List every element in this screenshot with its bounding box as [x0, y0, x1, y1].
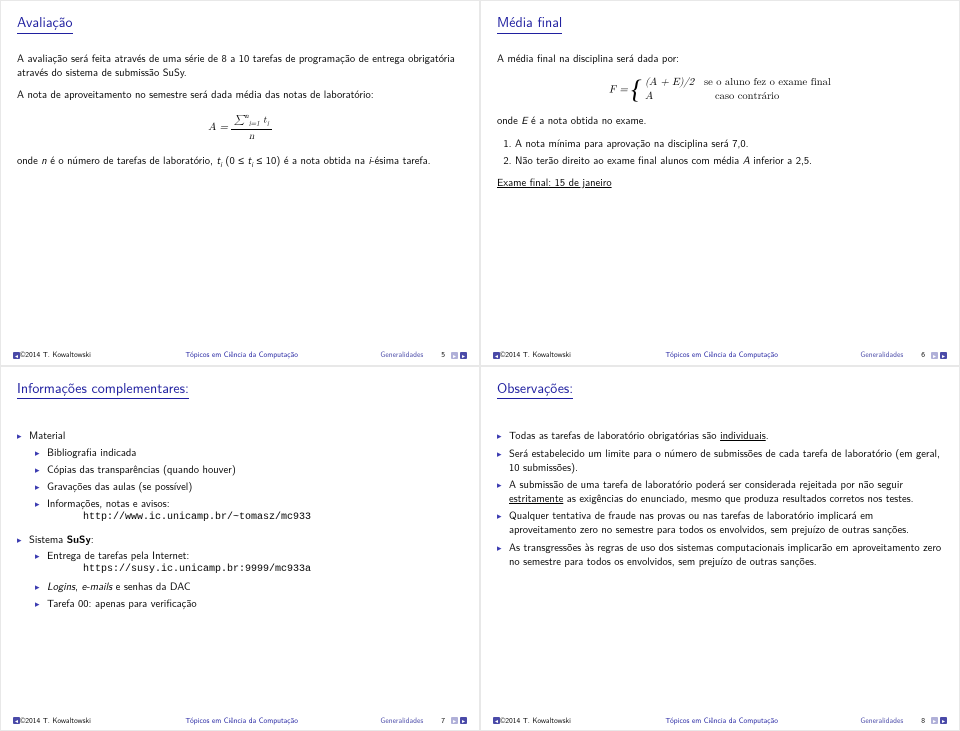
footer-copyright: ©2014 T. Kowaltowski [500, 350, 571, 360]
footer-course: Tópicos em Ciência da Computação [583, 716, 860, 726]
page-number: 5 [441, 350, 445, 360]
footer-course: Tópicos em Ciência da Computação [103, 716, 380, 726]
url-text: http://www.ic.unicamp.br/~tomasz/mc933 [83, 511, 463, 525]
footer-section: Generalidades [860, 716, 903, 726]
footer-copyright: ©2014 T. Kowaltowski [20, 350, 91, 360]
list-item: Entrega de tarefas pela Internet: https:… [35, 549, 463, 577]
list-item: Gravações das aulas (se possível) [35, 480, 463, 494]
formula-F: F = { (A + E)/2se o aluno fez o exame fi… [497, 76, 943, 104]
slide-informacoes: Informações complementares: Material Bib… [0, 366, 480, 731]
page-number: 7 [441, 716, 445, 726]
url-text: https://susy.ic.unicamp.br:9999/mc933a [83, 563, 463, 577]
slide-title: Observações: [497, 379, 573, 400]
para: A avaliação será feita através de uma sé… [17, 52, 463, 80]
footer-copyright: ©2014 T. Kowaltowski [500, 716, 571, 726]
exam-date: Exame final: 15 de janeiro [497, 176, 943, 190]
list-item: Sistema SuSy: Entrega de tarefas pela In… [17, 533, 463, 611]
bullet-list: Material Bibliografia indicada Cópias da… [17, 429, 463, 611]
list-item: Bibliografia indicada [35, 446, 463, 460]
slide-footer: ◂ ©2014 T. Kowaltowski Tópicos em Ciênci… [1, 716, 479, 726]
list-item: Será estabelecido um limite para o númer… [497, 447, 943, 475]
list-item: Não terão direito ao exame final alunos … [515, 154, 943, 168]
rules-list: A nota mínima para aprovação na discipli… [515, 137, 943, 168]
nav-fwd-icon[interactable]: ▸▸ [931, 717, 947, 724]
footer-copyright: ©2014 T. Kowaltowski [20, 716, 91, 726]
list-item: Logins, e-mails e senhas da DAC [35, 580, 463, 594]
para: onde n é o número de tarefas de laborató… [17, 154, 463, 171]
page-number: 6 [921, 350, 925, 360]
footer-section: Generalidades [380, 350, 423, 360]
list-item: Material Bibliografia indicada Cópias da… [17, 429, 463, 524]
list-item: Cópias das transparências (quando houver… [35, 463, 463, 477]
nav-back-icon[interactable]: ◂ [13, 717, 20, 724]
para: onde E é a nota obtida no exame. [497, 114, 943, 128]
nav-fwd-icon[interactable]: ▸▸ [451, 717, 467, 724]
nav-back-icon[interactable]: ◂ [493, 717, 500, 724]
slide-observacoes: Observações: Todas as tarefas de laborat… [480, 366, 960, 731]
slide-title: Avaliação [17, 13, 73, 34]
list-item: Qualquer tentativa de fraude nas provas … [497, 509, 943, 537]
footer-course: Tópicos em Ciência da Computação [103, 350, 380, 360]
slide-body: Todas as tarefas de laboratório obrigató… [497, 429, 943, 569]
footer-section: Generalidades [380, 716, 423, 726]
formula-A: A = ∑ni=1 tin [17, 112, 463, 143]
list-item: Tarefa 00: apenas para verificação [35, 597, 463, 611]
footer-section: Generalidades [860, 350, 903, 360]
list-item: Todas as tarefas de laboratório obrigató… [497, 429, 943, 443]
slide-media-final: Média final A média final na disciplina … [480, 0, 960, 366]
slide-avaliacao: Avaliação A avaliação será feita através… [0, 0, 480, 366]
nav-fwd-icon[interactable]: ▸▸ [931, 352, 947, 359]
slide-footer: ◂ ©2014 T. Kowaltowski Tópicos em Ciênci… [1, 350, 479, 360]
slide-title: Média final [497, 13, 562, 34]
bullet-list: Todas as tarefas de laboratório obrigató… [497, 429, 943, 569]
slide-body: Material Bibliografia indicada Cópias da… [17, 429, 463, 611]
nav-back-icon[interactable]: ◂ [493, 352, 500, 359]
nav-back-icon[interactable]: ◂ [13, 352, 20, 359]
slide-body: A média final na disciplina será dada po… [497, 52, 943, 190]
slide-footer: ◂ ©2014 T. Kowaltowski Tópicos em Ciênci… [481, 350, 959, 360]
nav-fwd-icon[interactable]: ▸▸ [451, 352, 467, 359]
para: A nota de aproveitamento no semestre ser… [17, 88, 463, 102]
list-item: A submissão de uma tarefa de laboratório… [497, 478, 943, 506]
slide-body: A avaliação será feita através de uma sé… [17, 52, 463, 170]
page-number: 8 [921, 716, 925, 726]
list-item: As transgressões às regras de uso dos si… [497, 541, 943, 569]
list-item: A nota mínima para aprovação na discipli… [515, 137, 943, 151]
list-item: Informações, notas e avisos: http://www.… [35, 497, 463, 525]
slide-title: Informações complementares: [17, 379, 189, 400]
footer-course: Tópicos em Ciência da Computação [583, 350, 860, 360]
slide-footer: ◂ ©2014 T. Kowaltowski Tópicos em Ciênci… [481, 716, 959, 726]
para: A média final na disciplina será dada po… [497, 52, 943, 66]
